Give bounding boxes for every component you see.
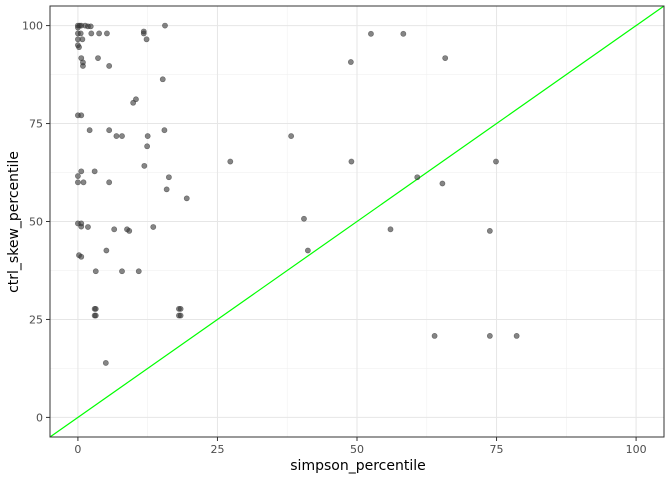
scatter-point	[161, 127, 168, 134]
scatter-point	[177, 312, 184, 319]
scatter-point	[126, 228, 133, 234]
scatter-point	[102, 360, 109, 366]
scatter-point	[79, 36, 86, 43]
scatter-point	[85, 224, 91, 230]
scatter-point	[144, 133, 151, 139]
scatter-point	[119, 268, 125, 275]
scatter-point	[78, 168, 85, 175]
scatter-point	[431, 333, 438, 339]
scatter-point	[87, 23, 94, 30]
scatter-point	[92, 312, 99, 319]
scatter-point	[288, 133, 295, 139]
reference-line-group	[49, 5, 665, 438]
y-tick-label: 75	[29, 118, 43, 131]
scatter-point	[104, 30, 110, 37]
scatter-point	[95, 55, 101, 62]
scatter-point	[91, 168, 98, 175]
scatter-point	[78, 253, 85, 260]
scatter-point	[106, 63, 113, 69]
scatter-point	[347, 59, 354, 65]
scatter-point	[486, 228, 493, 234]
scatter-point	[75, 179, 81, 186]
scatter-point	[80, 179, 87, 186]
x-axis-title: simpson_percentile	[290, 458, 425, 474]
scatter-point	[92, 305, 99, 312]
scatter-point	[400, 30, 407, 37]
x-tick-label: 50	[350, 443, 364, 456]
scatter-point	[141, 162, 148, 169]
scatter-point	[414, 174, 421, 181]
scatter-point	[96, 30, 103, 37]
scatter-point	[162, 22, 168, 29]
scatter-point	[442, 55, 449, 62]
scatter-point	[301, 215, 307, 222]
scatter-point	[144, 143, 151, 150]
scatter-point	[106, 179, 113, 186]
scatter-point	[493, 158, 499, 165]
scatter-point	[86, 127, 93, 134]
scatter-point	[150, 224, 157, 230]
points-group	[75, 22, 520, 366]
scatter-point	[88, 30, 95, 37]
grid-major	[50, 6, 664, 437]
scatter-point	[135, 268, 142, 275]
scatter-point	[77, 30, 84, 37]
x-tick-label: 100	[626, 443, 647, 456]
scatter-point	[113, 133, 120, 139]
identity-line	[49, 5, 665, 438]
y-axis-title: ctrl_skew_percentile	[6, 151, 22, 293]
scatter-point	[183, 195, 190, 202]
scatter-point	[75, 173, 81, 179]
scatter-point	[439, 180, 446, 187]
scatter-point	[387, 226, 394, 233]
y-axis-ticks: 0 25 50 75 100	[22, 20, 50, 424]
scatter-point	[165, 174, 172, 181]
y-tick-label: 25	[29, 313, 43, 326]
scatter-point	[177, 305, 184, 312]
scatter-point	[140, 28, 147, 35]
scatter-point	[80, 63, 86, 69]
scatter-point	[304, 247, 311, 254]
scatter-point	[78, 223, 85, 230]
scatter-point	[76, 44, 82, 51]
scatter-point	[106, 127, 113, 134]
x-tick-label: 75	[490, 443, 504, 456]
scatter-point	[143, 36, 150, 43]
scatter-point	[368, 30, 374, 37]
x-tick-label: 0	[74, 443, 81, 456]
scatter-point	[92, 268, 99, 275]
y-tick-label: 50	[29, 216, 43, 229]
scatter-point	[78, 112, 85, 119]
scatter-point	[130, 99, 137, 106]
scatter-point	[111, 226, 118, 233]
scatter-point	[486, 333, 493, 339]
scatter-point	[348, 158, 355, 165]
x-tick-label: 25	[210, 443, 224, 456]
y-tick-label: 0	[36, 411, 43, 424]
scatter-point	[103, 247, 110, 254]
scatter-point	[119, 133, 125, 139]
scatter-point	[227, 158, 234, 165]
scatter-point	[159, 76, 166, 83]
scatter-point	[513, 333, 520, 339]
x-axis-ticks: 0 25 50 75 100	[74, 437, 647, 456]
y-tick-label: 100	[22, 20, 43, 33]
scatter-point	[163, 186, 170, 193]
